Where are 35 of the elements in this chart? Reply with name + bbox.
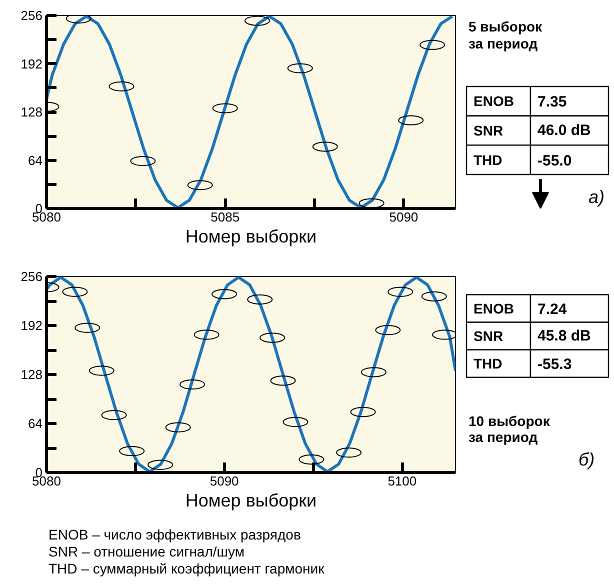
x-tick-label: 5090 (210, 474, 239, 488)
text: 46.0 dB (538, 122, 591, 140)
text: 5 выборок за период (468, 18, 544, 52)
x-tick-label: 5100 (388, 474, 417, 488)
line-series (46, 16, 454, 208)
category-label: SNR (474, 122, 504, 139)
text: -55.0 (538, 152, 572, 170)
category-label: THD (474, 356, 502, 372)
text: 45.8 dB (538, 328, 591, 345)
category-label: SNR (474, 328, 504, 344)
y-tick-label: 128 (20, 367, 43, 382)
y-tick-label: 64 (28, 152, 43, 168)
x-axis-title: Номер выборки (185, 226, 317, 246)
text: 7.35 (538, 94, 567, 111)
category-label: ENOB (474, 300, 514, 316)
line-series (46, 276, 456, 472)
text: SNR – отношение сигнал/шум (48, 544, 244, 560)
text: б) (578, 449, 595, 470)
y-tick-label: 128 (20, 104, 43, 120)
text: 7.24 (538, 300, 567, 318)
x-tick-label: 5090 (389, 210, 418, 224)
y-tick-label: 256 (20, 269, 43, 284)
x-axis-title: Номер выборки (185, 490, 317, 510)
y-tick-label: 192 (20, 318, 43, 333)
text: -55.3 (538, 356, 572, 374)
text: 10 выборок за период (468, 412, 551, 445)
x-tick-label: 5085 (210, 210, 240, 224)
y-tick-label: 192 (20, 56, 43, 72)
text: а) (588, 186, 605, 207)
y-tick-label: 64 (28, 416, 43, 431)
text: ENOB – число эффективных разрядов (48, 526, 301, 542)
text: THD – суммарный коэффициент гармоник (48, 560, 326, 576)
category-label: THD (474, 152, 502, 168)
y-tick-label: 256 (20, 8, 43, 23)
category-label: ENOB (474, 93, 514, 110)
